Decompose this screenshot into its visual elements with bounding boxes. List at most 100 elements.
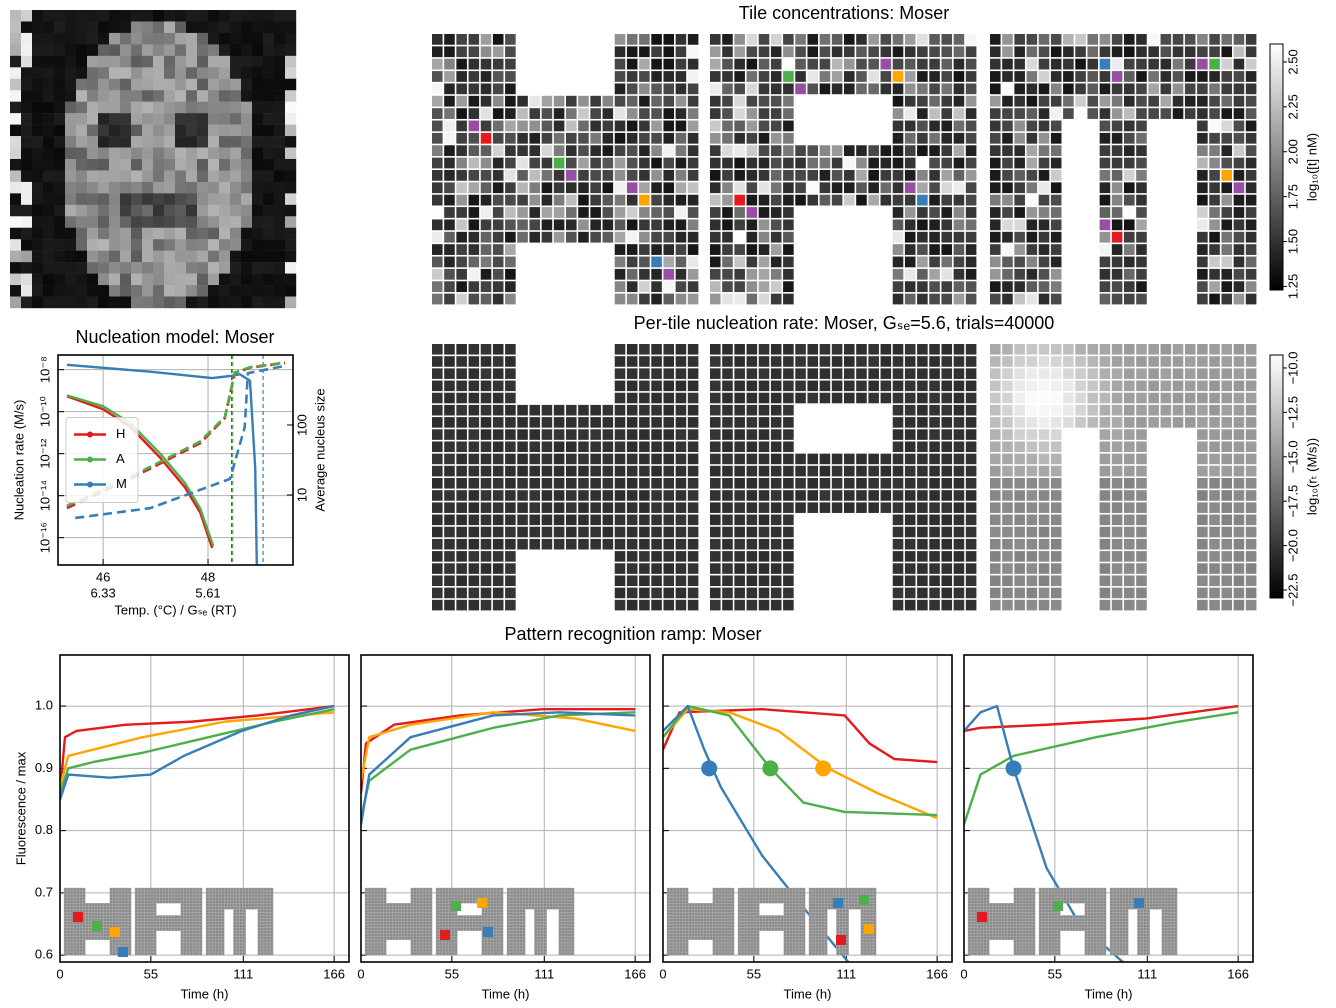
- inset-cell: [137, 909, 142, 913]
- tile-cell: [602, 490, 614, 501]
- inset-cell: [263, 936, 268, 941]
- tile-cell: [953, 526, 965, 538]
- tile-cell: [953, 563, 965, 574]
- tile-cell: [663, 58, 675, 70]
- tile-cell: [929, 207, 940, 218]
- inset-cell: [150, 890, 154, 895]
- inset-cell: [413, 942, 418, 947]
- tile-cell: [1050, 465, 1062, 477]
- inset-cell: [143, 927, 148, 931]
- inset-cell: [428, 887, 433, 892]
- tile-cell: [783, 453, 794, 465]
- tile-cell: [1063, 95, 1074, 107]
- inset-cell: [72, 903, 77, 907]
- tile-cell: [1038, 207, 1050, 218]
- tile-cell: [1014, 551, 1025, 562]
- inset-cell: [416, 912, 421, 916]
- pixel: [10, 44, 22, 57]
- tile-cell: [990, 551, 1001, 562]
- inset-cell: [419, 915, 424, 919]
- inset-cell: [407, 933, 411, 937]
- inset-cell: [177, 900, 181, 904]
- y-tick-label: 10⁻¹⁰: [37, 396, 52, 427]
- tile-cell: [734, 293, 745, 305]
- tile-cell: [1197, 132, 1208, 144]
- inset-cell: [499, 893, 504, 898]
- inset-cell: [428, 930, 433, 934]
- tile-cell: [1038, 563, 1050, 574]
- heatmap-cells: [432, 34, 1257, 305]
- tile-cell: [722, 502, 733, 513]
- inset-cell: [137, 939, 142, 944]
- inset-cell: [85, 918, 89, 922]
- tile-cell: [758, 344, 770, 355]
- tile-cell: [1050, 490, 1062, 501]
- tile-cell: [444, 108, 455, 119]
- tile-cell: [1221, 34, 1233, 45]
- tile-cell: [722, 293, 733, 305]
- tile-cell: [675, 551, 687, 562]
- tile-cell: [941, 71, 953, 82]
- tile-cell: [1014, 575, 1025, 587]
- tile-cell: [710, 404, 721, 416]
- pixel: [197, 227, 209, 240]
- inset-cell: [205, 893, 210, 898]
- inset-cell: [153, 942, 157, 947]
- tile-cell: [770, 170, 782, 181]
- tile-cell: [1245, 441, 1257, 453]
- tile-cell: [1233, 95, 1245, 107]
- inset-cell: [112, 896, 117, 901]
- inset-cell: [189, 948, 194, 953]
- pixel: [241, 262, 253, 274]
- inset-cell: [134, 951, 139, 956]
- inset-cell: [137, 893, 142, 898]
- inset-cell: [373, 948, 378, 953]
- inset-cell: [425, 896, 430, 901]
- inset-cell: [221, 903, 225, 907]
- tile-cell: [480, 281, 492, 293]
- tile-cell: [758, 207, 770, 218]
- inset-cell: [404, 918, 408, 922]
- tile-cell: [566, 219, 577, 231]
- tile-cell: [1038, 417, 1050, 428]
- tile-cell: [468, 502, 480, 513]
- tile-cell: [1038, 514, 1050, 526]
- tile-cell: [614, 268, 626, 280]
- inset-cell: [205, 903, 210, 907]
- tile-cell: [492, 551, 504, 562]
- inset-cell: [413, 927, 418, 931]
- tile-cell: [566, 120, 577, 132]
- tile-cell: [687, 170, 699, 181]
- inset-cell: [146, 906, 151, 910]
- pixel: [21, 193, 33, 206]
- tile-cell: [517, 219, 528, 231]
- inset-cell: [266, 948, 271, 953]
- tile-cell: [965, 95, 977, 107]
- tile-cell: [1002, 465, 1013, 477]
- inset-cell: [75, 890, 80, 895]
- tile-cell: [746, 404, 758, 416]
- tile-cell: [1221, 46, 1233, 58]
- tile-cell: [892, 465, 904, 477]
- tile-cell: [868, 502, 879, 513]
- tile-cell: [831, 83, 843, 95]
- tile-cell: [602, 538, 614, 550]
- tile-cell: [1087, 95, 1099, 107]
- inset-cell: [165, 900, 169, 904]
- inset-cell: [484, 893, 489, 898]
- pixel: [10, 21, 22, 34]
- pixel: [153, 55, 165, 68]
- tile-cell: [758, 478, 770, 489]
- tile-cell: [1160, 344, 1172, 355]
- tile-cell: [795, 502, 806, 513]
- inset-cell: [208, 951, 213, 956]
- tile-cell: [1014, 356, 1025, 367]
- tile-cell: [553, 538, 565, 550]
- tile-cell: [1014, 563, 1025, 574]
- inset-cell: [380, 951, 384, 956]
- tile-cell: [432, 293, 443, 305]
- inset-cell: [82, 951, 86, 956]
- inset-cell: [140, 906, 145, 910]
- inset-cell: [150, 903, 154, 907]
- inset-cell: [109, 936, 113, 941]
